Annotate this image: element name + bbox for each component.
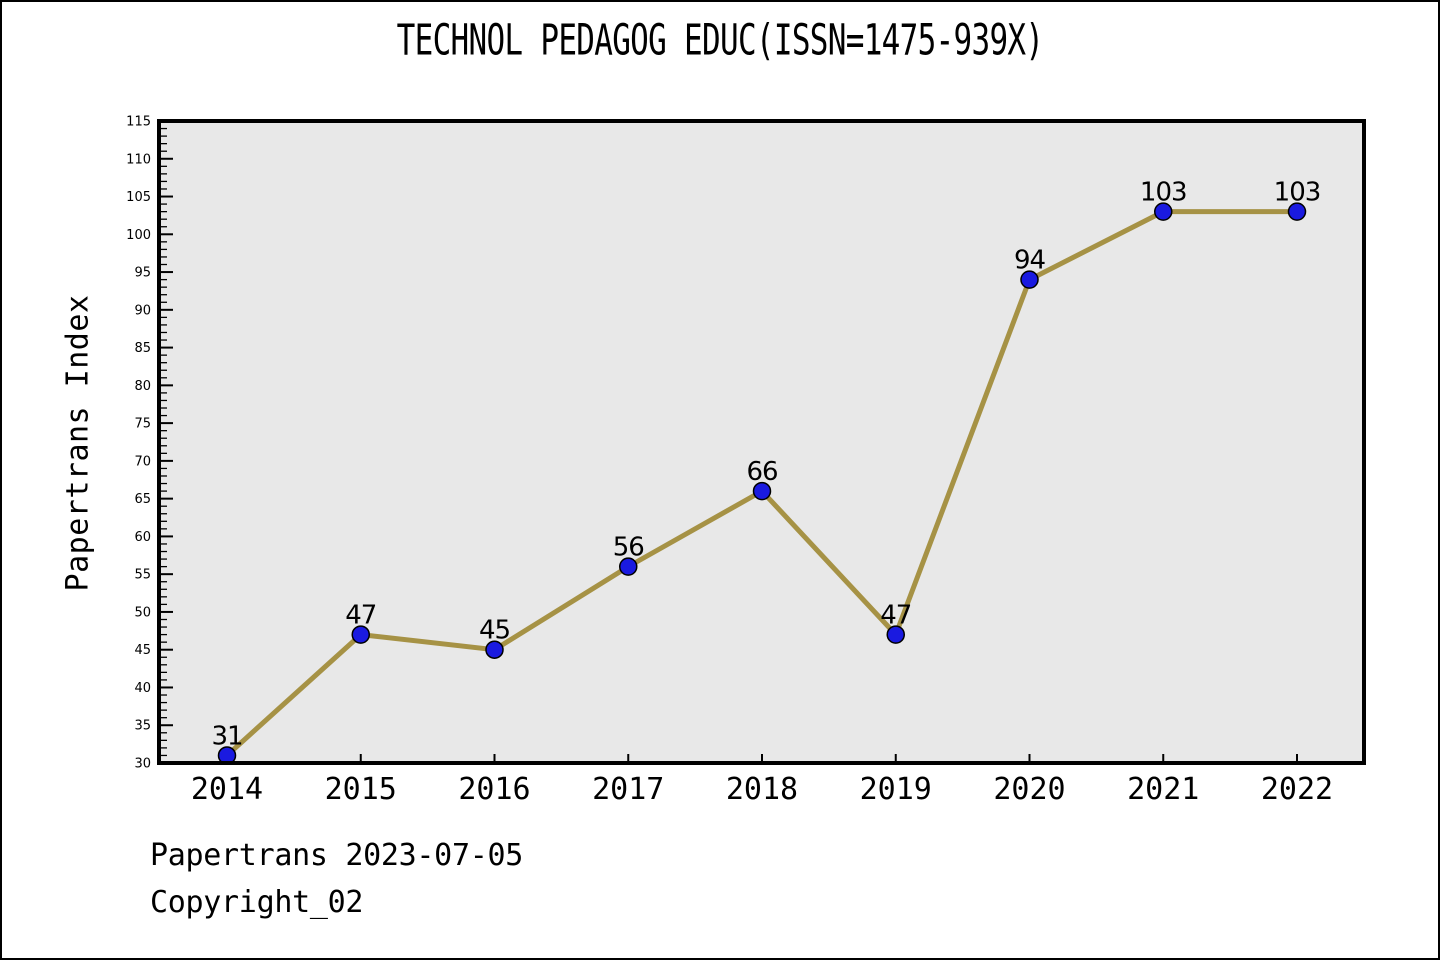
y-major-ticks: 30 35 40 45 50 55 60 65 70 75 80 85 90 95 100 105 110 115: [126, 115, 173, 772]
data-point: [1154, 202, 1173, 221]
y-tick-label: 70: [134, 454, 151, 469]
y-tick-label: 45: [134, 643, 151, 658]
x-tick-label: 2019: [860, 772, 932, 807]
x-tick-label: 2022: [1261, 772, 1333, 807]
x-tick-label: 2014: [191, 772, 263, 807]
plot-area: [159, 121, 1364, 763]
data-point: [351, 625, 370, 644]
y-tick-label: 35: [134, 719, 151, 734]
y-tick-label: 115: [126, 115, 151, 130]
x-tick-label: 2021: [1127, 772, 1199, 807]
data-point-label: 47: [880, 601, 911, 631]
y-tick-label: 30: [134, 757, 151, 772]
x-ticks: 2014 2015 2016 2017 2018 2019 2020 2021 2022: [191, 754, 1333, 807]
data-point: [752, 481, 772, 501]
data-point-label: 94: [1014, 246, 1046, 276]
data-point-label: 47: [345, 601, 376, 631]
data-points: [217, 202, 1307, 765]
y-tick-label: 75: [134, 417, 151, 432]
x-tick-label: 2020: [993, 772, 1065, 807]
y-tick-label: 55: [134, 568, 151, 583]
y-tick-label: 105: [126, 190, 151, 205]
data-point-label: 45: [479, 616, 510, 646]
data-point-label: 66: [746, 457, 777, 487]
chart-title: TECHNOL PEDAGOG EDUC(ISSN=1475-939X): [396, 15, 1044, 66]
data-point: [1287, 202, 1307, 221]
data-point: [619, 557, 638, 576]
data-point-label: 103: [1274, 178, 1321, 208]
y-tick-label: 60: [134, 530, 151, 545]
plot-border: [157, 119, 1366, 765]
data-point-label: 56: [613, 533, 644, 563]
x-tick-label: 2018: [726, 772, 798, 807]
y-tick-label: 95: [134, 266, 151, 281]
y-tick-label: 65: [134, 492, 151, 507]
data-point: [1020, 270, 1039, 289]
x-tick-label: 2017: [592, 772, 664, 807]
footer-date: Papertrans 2023-07-05: [150, 838, 523, 873]
y-tick-label: 40: [134, 681, 151, 696]
y-tick-label: 110: [126, 152, 151, 167]
y-tick-label: 80: [134, 379, 151, 394]
data-point-label: 31: [211, 721, 242, 751]
data-point: [886, 625, 905, 644]
data-point-labels: 31 47 45 56 66 47 94 103 103: [211, 178, 1321, 752]
y-tick-label: 90: [134, 303, 151, 318]
y-tick-label: 100: [126, 228, 151, 243]
footer-copyright: Copyright_02: [150, 885, 364, 920]
y-tick-label: 85: [134, 341, 151, 356]
x-tick-label: 2015: [325, 772, 397, 807]
y-tick-label: 50: [134, 605, 151, 620]
x-tick-label: 2016: [458, 772, 530, 807]
data-point-label: 103: [1140, 178, 1187, 208]
data-point: [485, 640, 504, 659]
